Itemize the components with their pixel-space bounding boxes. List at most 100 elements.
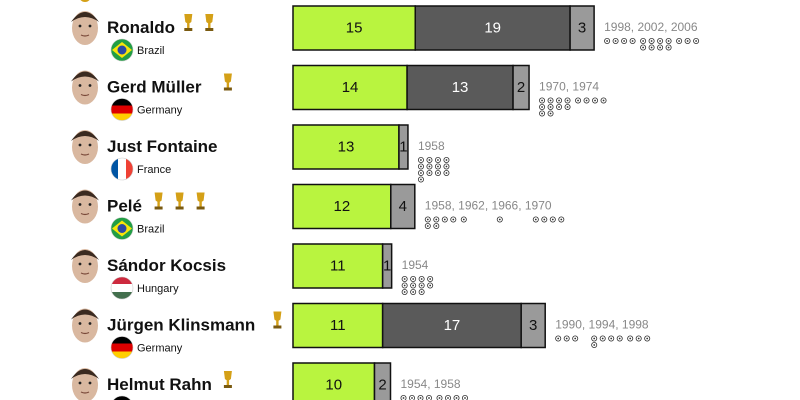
goal-ball-icon xyxy=(556,97,563,104)
goal-ball-icon xyxy=(635,335,642,342)
goal-ball-icon xyxy=(424,216,431,223)
goal-ball-icon xyxy=(575,97,582,104)
goal-ball-icon xyxy=(547,110,554,117)
bar-segment-2 xyxy=(398,124,409,170)
player-row: Gerd Müller Germany 14 13 2 1970, 1974 xyxy=(71,64,607,121)
goal-ball-icon xyxy=(693,38,700,45)
goal-ball-icon xyxy=(644,335,651,342)
player-avatar xyxy=(71,189,99,224)
player-avatar xyxy=(71,70,99,105)
france-flag-icon xyxy=(110,157,134,181)
trophy-icon xyxy=(273,311,282,329)
goal-ball-icon xyxy=(564,97,571,104)
goal-ball-icon xyxy=(418,288,425,295)
hungary-flag-icon xyxy=(110,276,134,300)
tournament-years: 1954, 1958 xyxy=(401,377,461,391)
bar-value-label: 15 xyxy=(346,20,363,37)
goal-ball-icon xyxy=(547,104,554,111)
tournament-years: 1958 xyxy=(418,139,445,153)
goal-ball-icon xyxy=(436,395,443,400)
goal-ball-icon xyxy=(532,216,539,223)
goal-ball-icon xyxy=(443,156,450,163)
goal-ball-icon xyxy=(496,216,503,223)
goal-ball-icon xyxy=(676,38,683,45)
bar-value-label: 10 xyxy=(325,377,342,394)
bar-value-label: 3 xyxy=(578,20,586,37)
bar-segment-2 xyxy=(381,302,522,349)
player-row: Ronaldo Brazil 15 19 3 1998, 2002, 2006 xyxy=(71,5,700,62)
player-row: Pelé Brazil 12 4 1958, 1962, 1966, 1970 xyxy=(71,183,565,240)
goal-ball-icon xyxy=(583,97,590,104)
goal-ball-icon xyxy=(539,110,546,117)
country-label: Brazil xyxy=(137,224,165,236)
goal-ball-icon xyxy=(541,216,548,223)
goal-ball-icon xyxy=(640,38,647,45)
bar-value-label: 3 xyxy=(529,317,537,334)
goal-ball-icon xyxy=(665,44,672,51)
goal-ball-icon xyxy=(460,216,467,223)
tournament-years: 1990, 1994, 1998 xyxy=(555,318,649,332)
player-name: Ronaldo xyxy=(107,18,175,37)
germany-flag-icon xyxy=(111,395,133,400)
country-label: France xyxy=(137,164,171,176)
goal-ball-icon xyxy=(572,335,579,342)
goal-ball-icon xyxy=(616,335,623,342)
goal-ball-icon xyxy=(401,288,408,295)
goal-ball-icon xyxy=(417,395,424,400)
bar-segment-2 xyxy=(381,243,393,289)
goal-ball-icon xyxy=(443,169,450,176)
goal-ball-icon xyxy=(426,169,433,176)
goal-ball-icon xyxy=(555,335,562,342)
country-label: Germany xyxy=(137,105,183,117)
goal-ball-icon xyxy=(410,288,417,295)
goal-ball-icon xyxy=(591,335,598,342)
bar-value-label: 13 xyxy=(452,79,469,96)
brazil-flag-icon xyxy=(110,217,134,240)
goal-ball-icon xyxy=(591,341,598,348)
goal-ball-icon xyxy=(592,97,599,104)
goal-ball-icon xyxy=(445,395,451,400)
goal-ball-icon xyxy=(417,169,424,176)
trophy-icon xyxy=(196,192,205,210)
bar-segment-3 xyxy=(569,5,595,51)
goal-ball-icon xyxy=(648,38,655,45)
tournament-years: 1958, 1962, 1966, 1970 xyxy=(425,199,552,213)
goal-ball-icon xyxy=(665,38,672,45)
tournament-years: 1970, 1974 xyxy=(539,80,599,94)
goal-ball-icon xyxy=(418,275,425,282)
goal-ball-icon xyxy=(621,38,628,45)
bar-value-label: 11 xyxy=(330,317,346,334)
player-name: Just Fontaine xyxy=(107,137,218,156)
goal-ball-icon xyxy=(462,395,468,400)
bar-segment-2 xyxy=(414,5,571,51)
goal-ball-icon xyxy=(401,282,408,289)
bar-segment-1 xyxy=(292,124,400,170)
bar-segment-2 xyxy=(406,64,514,111)
goal-ball-icon xyxy=(417,163,424,170)
trophy-icon xyxy=(184,14,193,31)
bar-segment-1 xyxy=(292,64,408,111)
goal-ball-icon xyxy=(657,44,664,51)
goal-ball-icon xyxy=(427,282,434,289)
goal-ball-icon xyxy=(441,216,448,223)
bar-segment-1 xyxy=(292,5,416,51)
player-name: Helmut Rahn xyxy=(107,375,212,394)
goal-ball-icon xyxy=(443,163,450,170)
bar-value-label: 13 xyxy=(338,139,355,156)
goal-ball-icon xyxy=(612,38,619,45)
goal-ball-icon xyxy=(539,97,546,104)
goal-ball-icon xyxy=(648,44,655,51)
player-avatar xyxy=(71,308,99,343)
bar-value-label: 4 xyxy=(399,198,407,215)
bar-value-label: 12 xyxy=(334,198,351,215)
bar-segment-3 xyxy=(512,64,530,111)
goal-ball-icon xyxy=(400,395,407,400)
bar-segment-2 xyxy=(390,183,416,230)
goal-ball-icon xyxy=(558,216,565,223)
goal-ball-icon xyxy=(604,38,611,45)
germany-flag-icon xyxy=(110,98,134,121)
goal-ball-icon xyxy=(427,275,434,282)
bar-value-label: 14 xyxy=(342,79,359,96)
germany-flag-icon xyxy=(110,336,134,359)
